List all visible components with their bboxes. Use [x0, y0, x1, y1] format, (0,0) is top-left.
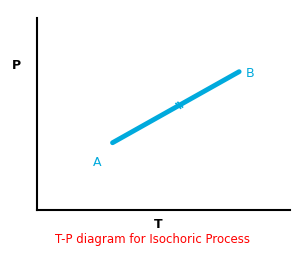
Text: B: B [246, 67, 254, 80]
Text: P: P [12, 59, 21, 72]
Text: T-P diagram for Isochoric Process: T-P diagram for Isochoric Process [55, 233, 250, 246]
Text: A: A [93, 156, 102, 169]
Text: T: T [154, 218, 163, 231]
